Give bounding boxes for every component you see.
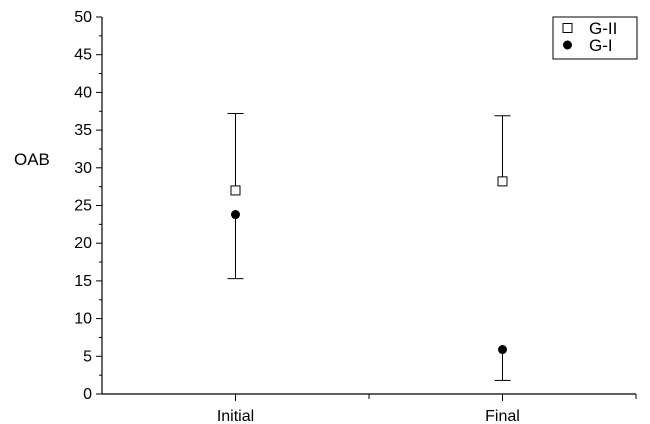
- point-open-square: [497, 176, 508, 187]
- y-axis-label: OAB: [14, 150, 50, 169]
- error-bars: [227, 113, 511, 381]
- y-tick-label: 40: [74, 84, 92, 101]
- legend-marker-filled-circle: [563, 40, 572, 50]
- y-tick-label: 10: [74, 311, 92, 328]
- x-ticks: Initial Final: [217, 394, 637, 424]
- point-filled-circle: [498, 345, 507, 355]
- point-open-square: [230, 185, 241, 196]
- y-tick-label: 45: [74, 47, 92, 64]
- y-tick-label: 50: [74, 9, 92, 26]
- legend-label: G-II: [589, 19, 617, 38]
- y-tick-label: 35: [74, 122, 92, 139]
- y-ticks: 0 5 10 15 20 25 30 35 40 45 50: [74, 9, 102, 403]
- legend: G-IIG-I: [552, 16, 638, 60]
- legend-label: G-I: [589, 36, 613, 55]
- y-tick-label: 25: [74, 198, 92, 215]
- x-tick-label: Final: [485, 408, 520, 424]
- legend-marker-open-square: [562, 23, 573, 33]
- data-points: [230, 176, 508, 355]
- y-tick-label: 20: [74, 235, 92, 252]
- y-tick-label: 0: [83, 386, 92, 403]
- legend-box: [552, 16, 638, 60]
- y-tick-label: 15: [74, 273, 92, 290]
- y-tick-label: 30: [74, 160, 92, 177]
- axes: [101, 17, 636, 395]
- point-filled-circle: [231, 210, 240, 220]
- y-tick-label: 5: [83, 348, 92, 365]
- x-tick-label: Initial: [217, 408, 254, 424]
